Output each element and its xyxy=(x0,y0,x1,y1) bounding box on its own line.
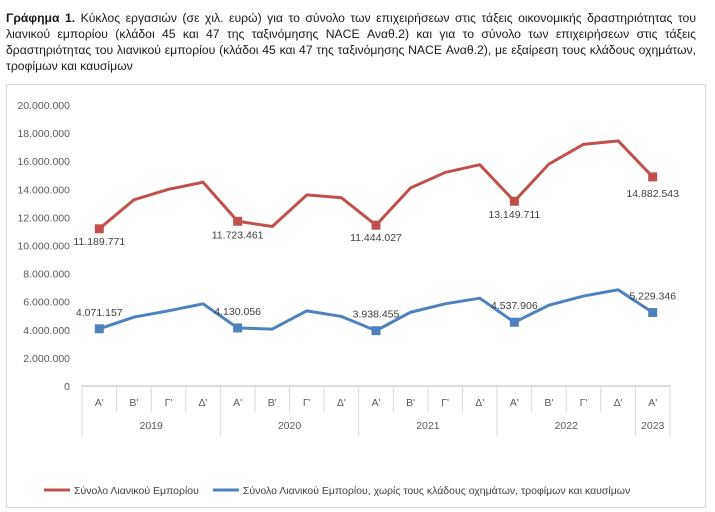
data-label: 5.229.346 xyxy=(629,291,676,303)
data-label: 11.189.771 xyxy=(73,236,125,248)
y-tick-label: 8.000.000 xyxy=(23,269,70,281)
x-tick-label-quarter: Α' xyxy=(510,397,519,409)
x-tick-label-year: 2023 xyxy=(641,420,665,432)
series-line xyxy=(97,139,655,231)
x-tick-label-quarter: Δ' xyxy=(614,397,623,409)
data-label: 11.444.027 xyxy=(350,232,402,244)
legend-label: Σύνολο Λιανικού Εμπορίου xyxy=(74,485,199,497)
x-tick-label-quarter: Β' xyxy=(544,397,553,409)
x-tick-label-quarter: Γ' xyxy=(441,397,449,409)
x-tick-label-quarter: Δ' xyxy=(199,397,208,409)
x-tick-label-quarter: Α' xyxy=(371,397,380,409)
data-point-marker xyxy=(371,220,381,230)
chart-area xyxy=(6,84,706,508)
data-label: 14.882.543 xyxy=(626,188,679,200)
caption-prefix: Γράφημα 1. xyxy=(6,11,76,25)
y-tick-label: 0 xyxy=(64,381,70,393)
chart-caption: Γράφημα 1. Κύκλος εργασιών (σε χιλ. ευρώ… xyxy=(6,10,696,74)
data-point-marker xyxy=(233,323,243,333)
x-tick-label-quarter: Β' xyxy=(129,397,138,409)
data-label: 4.537.906 xyxy=(491,300,538,312)
y-tick-label: 6.000.000 xyxy=(23,297,70,309)
y-tick-label: 16.000.000 xyxy=(17,156,70,168)
x-tick-label-quarter: Β' xyxy=(406,397,415,409)
x-tick-label-quarter: Γ' xyxy=(165,397,173,409)
data-point-marker xyxy=(509,317,519,327)
x-tick-label-quarter: Α' xyxy=(648,397,657,409)
y-tick-label: 12.000.000 xyxy=(17,212,70,224)
data-point-marker xyxy=(509,196,519,206)
y-tick-label: 4.000.000 xyxy=(23,325,70,337)
x-tick-label-quarter: Α' xyxy=(233,397,242,409)
x-tick-label-quarter: Γ' xyxy=(303,397,311,409)
data-point-marker xyxy=(94,224,104,234)
data-point-marker xyxy=(648,172,658,182)
data-point-marker xyxy=(371,326,381,336)
data-label: 13.149.711 xyxy=(488,209,540,221)
data-point-marker xyxy=(648,308,658,318)
y-tick-label: 2.000.000 xyxy=(23,353,70,365)
y-tick-label: 18.000.000 xyxy=(17,128,70,140)
y-tick-label: 20.000.000 xyxy=(17,100,70,112)
data-label: 4.071.157 xyxy=(76,307,123,319)
data-label: 3.938.455 xyxy=(353,309,400,321)
x-tick-label-year: 2019 xyxy=(139,420,163,432)
data-point-marker xyxy=(94,324,104,334)
y-tick-label: 10.000.000 xyxy=(17,241,70,253)
data-label: 4.130.056 xyxy=(214,306,261,318)
x-tick-label-quarter: Α' xyxy=(95,397,104,409)
data-label: 11.723.461 xyxy=(212,229,264,241)
x-tick-label-quarter: Δ' xyxy=(475,397,484,409)
x-tick-label-year: 2020 xyxy=(278,420,302,432)
legend-label: Σύνολο Λιανικού Εμπορίου, χωρίς τους κλά… xyxy=(243,485,630,497)
caption-text: Κύκλος εργασιών (σε χιλ. ευρώ) για το σύ… xyxy=(6,11,696,73)
x-tick-label-quarter: Δ' xyxy=(337,397,346,409)
data-point-marker xyxy=(233,216,243,226)
y-tick-label: 14.000.000 xyxy=(17,184,70,196)
x-tick-label-quarter: Β' xyxy=(268,397,277,409)
x-tick-label-year: 2022 xyxy=(555,420,579,432)
x-tick-label-year: 2021 xyxy=(416,420,440,432)
x-tick-label-quarter: Γ' xyxy=(580,397,588,409)
